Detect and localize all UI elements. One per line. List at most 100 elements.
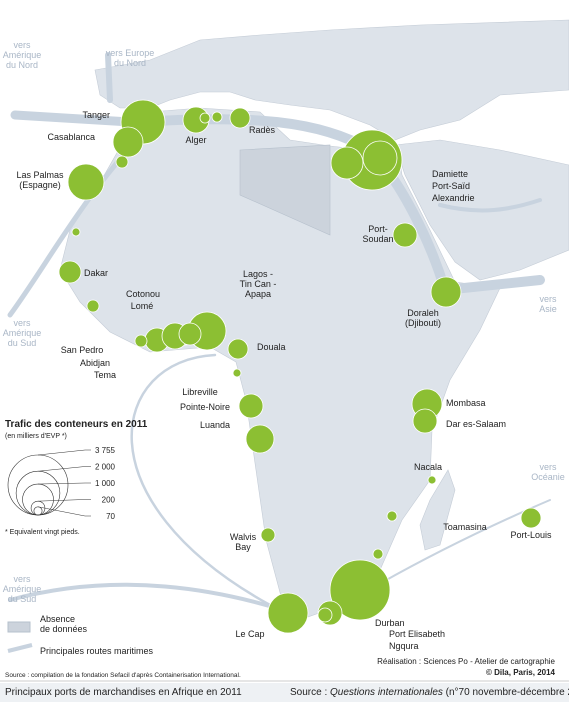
port	[58, 260, 82, 284]
label: Las Palmas	[16, 170, 64, 180]
label: Dar es-Salaam	[446, 419, 506, 429]
legend-leader	[37, 499, 91, 502]
port	[178, 322, 202, 346]
label: Amérique	[3, 50, 42, 60]
label: Toamasina	[443, 522, 487, 532]
label: Radès	[249, 125, 276, 135]
no-data-area	[239, 144, 331, 236]
label: Le Cap	[235, 629, 264, 639]
label: Libreville	[182, 387, 218, 397]
label: Douala	[257, 342, 286, 352]
label: du Sud	[8, 338, 37, 348]
footer-source-part: Source :	[290, 687, 330, 698]
label: du Nord	[6, 60, 38, 70]
port	[227, 338, 249, 360]
legend-routes: Principales routes maritimes	[40, 646, 154, 656]
route-swatch	[7, 643, 33, 653]
legend-no-data: Absence	[40, 614, 75, 624]
legend-size-label: 3 755	[95, 446, 116, 455]
legend-note: * Equivalent vingt pieds.	[5, 529, 80, 536]
port	[67, 163, 105, 201]
legend-no-data: de données	[40, 624, 88, 634]
label: Apapa	[245, 289, 271, 299]
label: vers	[13, 574, 31, 584]
legend-unit: (en milliers d'EVP *)	[5, 433, 67, 440]
label: Casablanca	[47, 132, 95, 142]
port	[329, 559, 391, 621]
label: Soudan	[362, 234, 393, 244]
label: Damiette	[432, 169, 468, 179]
label: Tema	[94, 370, 116, 380]
label: Lagos -	[243, 269, 273, 279]
port	[317, 607, 333, 623]
port	[392, 222, 418, 248]
port	[238, 393, 264, 419]
label: Tanger	[82, 110, 110, 120]
port	[112, 126, 144, 158]
label: Asie	[539, 304, 557, 314]
legend-title: Trafic des conteneurs en 2011	[5, 419, 148, 430]
label: Alger	[185, 135, 206, 145]
port	[372, 548, 384, 560]
label: Port-	[368, 224, 388, 234]
label: vers	[539, 294, 557, 304]
label: Dakar	[84, 268, 108, 278]
port	[267, 592, 309, 634]
copyright: © Dila, Paris, 2014	[486, 668, 556, 677]
label: vers	[13, 318, 31, 328]
label: San Pedro	[61, 345, 104, 355]
label: Mombasa	[446, 398, 486, 408]
legend-size-label: 200	[102, 496, 116, 505]
label: Luanda	[200, 420, 230, 430]
label: du Nord	[114, 58, 146, 68]
label: Pointe-Noire	[180, 402, 230, 412]
label: Tin Can -	[240, 279, 277, 289]
label: Port-Louis	[510, 530, 552, 540]
port	[232, 368, 242, 378]
port	[330, 146, 364, 180]
label: vers	[539, 462, 557, 472]
port	[260, 527, 276, 543]
port	[229, 107, 251, 129]
port	[115, 155, 129, 169]
footer-band	[0, 683, 569, 702]
legend-leader	[37, 482, 91, 485]
label: Walvis	[230, 532, 257, 542]
port	[199, 112, 211, 124]
port	[211, 111, 223, 123]
legend-size-label: 70	[106, 512, 115, 521]
legend-size-label: 2 000	[95, 463, 116, 472]
label: Nacala	[414, 462, 442, 472]
port	[427, 475, 437, 485]
label: Port Elisabeth	[389, 629, 445, 639]
port	[245, 424, 275, 454]
label: Doraleh	[407, 308, 439, 318]
legend-leader	[37, 466, 91, 472]
legend-leader	[37, 506, 91, 517]
port	[71, 227, 81, 237]
label: vers Europe	[106, 48, 155, 58]
label: Bay	[235, 542, 251, 552]
label: vers	[13, 40, 31, 50]
label: Océanie	[531, 472, 565, 482]
legend-leader	[37, 449, 91, 456]
footer-source: Source : Questions internationales (n°70…	[290, 687, 569, 698]
footer-source-part: Questions internationales	[330, 687, 443, 698]
label: Alexandrie	[432, 193, 475, 203]
label: Abidjan	[80, 358, 110, 368]
label: Cotonou	[126, 289, 160, 299]
label: du Sud	[8, 594, 37, 604]
port	[134, 334, 148, 348]
credit: Réalisation : Sciences Po - Atelier de c…	[377, 657, 555, 666]
legend-size-label: 1 000	[95, 479, 116, 488]
port	[386, 510, 398, 522]
source: Source : compilation de la fondation Sef…	[5, 672, 241, 679]
no-data-swatch	[7, 621, 31, 633]
port	[520, 507, 542, 529]
label: Ngqura	[389, 641, 419, 651]
label: Amérique	[3, 328, 42, 338]
port	[362, 140, 398, 176]
port	[430, 276, 462, 308]
footer-title: Principaux ports de marchandises en Afri…	[5, 687, 242, 698]
